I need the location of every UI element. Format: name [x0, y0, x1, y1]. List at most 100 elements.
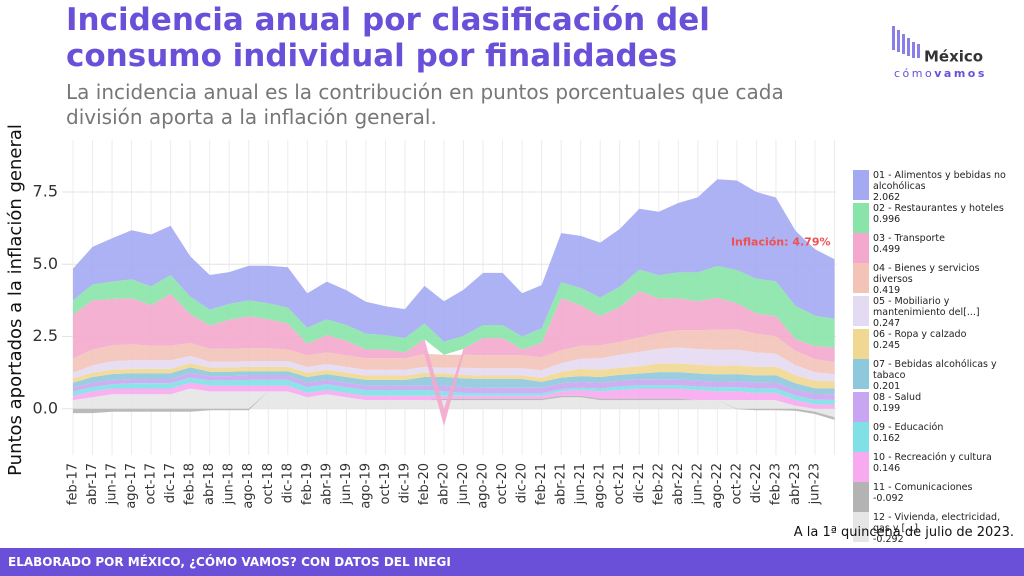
legend-swatch [853, 392, 869, 422]
legend-value: 0.146 [873, 463, 901, 474]
legend-text: 01 - Alimentos y bebidas no alcohólicas 2… [873, 170, 1013, 203]
legend-text: 06 - Ropa y calzado 0.245 [873, 329, 966, 351]
y-tick-label: 7.5 [33, 182, 58, 201]
x-tick-label: feb-22 [651, 463, 666, 505]
legend-label: 07 - Bebidas alcohólicas y tabaco [873, 359, 997, 381]
area [73, 266, 835, 355]
legend-item: 02 - Restaurantes y hoteles 0.996 [853, 203, 1013, 233]
x-tick-label: feb-19 [300, 463, 315, 505]
legend-item: 06 - Ropa y calzado 0.245 [853, 329, 1013, 359]
chart-subtitle: La incidencia anual es la contribución e… [66, 80, 784, 129]
x-tick-label: feb-18 [183, 463, 198, 505]
legend-text: 03 - Transporte 0.499 [873, 233, 945, 255]
legend-label: 06 - Ropa y calzado [873, 329, 967, 340]
legend-swatch [853, 329, 869, 359]
x-tick-label: abr-21 [554, 463, 569, 505]
logo-tag: cómovamos [894, 67, 987, 80]
legend-text: 08 - Salud 0.199 [873, 392, 921, 414]
x-tick-label: jun-19 [339, 463, 354, 505]
x-tick-label: ago-20 [476, 463, 491, 509]
x-tick-label: oct-18 [261, 463, 276, 504]
legend-item: 12 - Vivienda, electricidad, gas y [...]… [853, 512, 1013, 545]
x-tick-label: ago-19 [358, 463, 373, 509]
logo-tag2: vamos [934, 67, 987, 80]
legend: 01 - Alimentos y bebidas no alcohólicas 2… [853, 170, 1013, 545]
logo-tag1: cómo [894, 67, 934, 80]
legend-swatch [853, 482, 869, 512]
legend-value: 0.199 [873, 403, 901, 414]
chart-title: Incidencia anual por clasificación del c… [66, 2, 710, 74]
x-tick-label: feb-21 [534, 463, 549, 505]
legend-text: 09 - Educación 0.162 [873, 422, 943, 444]
legend-swatch [853, 170, 869, 200]
legend-swatch [853, 359, 869, 389]
x-tick-label: jun-20 [456, 463, 471, 505]
y-axis-label: Puntos aportados a la inflación general [5, 124, 26, 476]
legend-label: 02 - Restaurantes y hoteles [873, 203, 1004, 214]
x-tick-label: jun-22 [690, 463, 705, 505]
legend-item: 01 - Alimentos y bebidas no alcohólicas 2… [853, 170, 1013, 203]
chart: Puntos aportados a la inflación general … [5, 124, 836, 509]
x-tick-label: dic-20 [515, 463, 530, 503]
footer: ELABORADO POR MÉXICO, ¿CÓMO VAMOS? CON D… [0, 548, 1024, 576]
legend-value: 0.419 [873, 285, 901, 296]
legend-text: 04 - Bienes y servicios diversos 0.419 [873, 263, 1013, 296]
x-tick-label: ago-21 [593, 463, 608, 509]
legend-value: -0.092 [873, 493, 904, 504]
legend-label: 09 - Educación [873, 422, 944, 433]
y-tick-label: 5.0 [33, 254, 58, 273]
x-tick-label: dic-22 [749, 463, 764, 503]
x-tick-label: abr-18 [202, 463, 217, 505]
legend-text: 10 - Recreación y cultura 0.146 [873, 452, 992, 474]
x-tick-label: oct-17 [144, 463, 159, 504]
legend-label: 04 - Bienes y servicios diversos [873, 263, 980, 285]
legend-item: 11 - Comunicaciones -0.092 [853, 482, 1013, 512]
area [73, 347, 835, 382]
legend-value: 0.201 [873, 381, 901, 392]
annotation: Inflación: 4.79% [731, 235, 831, 248]
x-tick-label: jun-17 [105, 463, 120, 505]
x-tick-label: feb-20 [417, 463, 432, 505]
legend-value: 0.996 [873, 214, 901, 225]
legend-item: 08 - Salud 0.199 [853, 392, 1013, 422]
legend-text: 02 - Restaurantes y hoteles 0.996 [873, 203, 1004, 225]
legend-label: 11 - Comunicaciones [873, 482, 973, 493]
x-tick-label: ago-22 [710, 463, 725, 509]
legend-swatch [853, 233, 869, 263]
legend-label: 05 - Mobiliario y mantenimiento del[...] [873, 296, 980, 318]
legend-value: -0.292 [873, 534, 904, 545]
legend-value: 0.247 [873, 318, 901, 329]
area [73, 377, 835, 405]
x-tick-label: abr-17 [85, 463, 100, 505]
legend-item: 03 - Transporte 0.499 [853, 233, 1013, 263]
legend-swatch [853, 203, 869, 233]
x-tick-label: abr-22 [671, 463, 686, 505]
area [73, 363, 835, 389]
legend-label: 01 - Alimentos y bebidas no alcohólicas [873, 170, 1006, 192]
x-tick-label: jun-21 [573, 463, 588, 505]
x-tick-label: ago-18 [241, 463, 256, 509]
area [73, 179, 835, 342]
legend-value: 0.245 [873, 340, 901, 351]
legend-swatch [853, 512, 869, 542]
legend-value: 0.499 [873, 244, 901, 255]
x-tick-label: ago-17 [124, 463, 139, 509]
legend-item: 05 - Mobiliario y mantenimiento del[...]… [853, 296, 1013, 329]
x-tick-label: dic-21 [632, 463, 647, 503]
legend-swatch [853, 296, 869, 326]
x-tick-label: oct-20 [495, 463, 510, 504]
legend-text: 05 - Mobiliario y mantenimiento del[...]… [873, 296, 1013, 329]
y-tick-label: 2.5 [33, 326, 58, 345]
x-tick-label: dic-19 [397, 463, 412, 503]
legend-label: 10 - Recreación y cultura [873, 452, 992, 463]
logo-name: México [924, 48, 983, 66]
y-tick-label: 0.0 [33, 398, 58, 417]
legend-item: 04 - Bienes y servicios diversos 0.419 [853, 263, 1013, 296]
legend-value: 2.062 [873, 192, 901, 203]
x-tick-label: jun-23 [808, 463, 823, 505]
legend-swatch [853, 452, 869, 482]
legend-label: 12 - Vivienda, electricidad, gas y [...] [873, 512, 1001, 534]
legend-label: 03 - Transporte [873, 233, 945, 244]
x-tick-label: dic-18 [280, 463, 295, 503]
legend-item: 09 - Educación 0.162 [853, 422, 1013, 452]
